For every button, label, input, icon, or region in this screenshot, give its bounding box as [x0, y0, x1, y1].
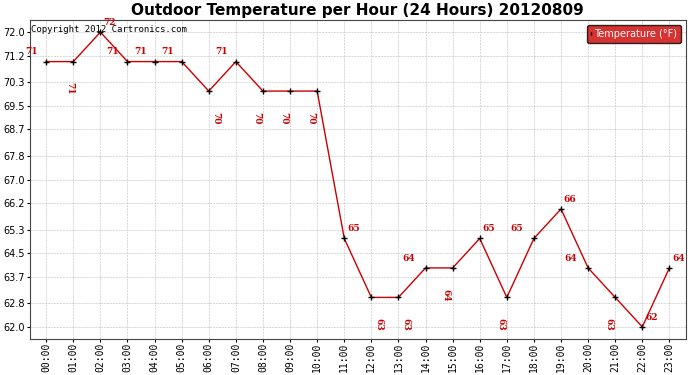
Text: 63: 63: [374, 318, 383, 331]
Text: 63: 63: [604, 318, 613, 331]
Text: 72: 72: [103, 18, 116, 27]
Text: 70: 70: [212, 112, 221, 124]
Text: 71: 71: [215, 47, 228, 56]
Text: 71: 71: [26, 47, 38, 56]
Text: 65: 65: [511, 224, 523, 233]
Text: 62: 62: [645, 313, 658, 322]
Text: 71: 71: [107, 47, 119, 56]
Text: 70: 70: [279, 112, 288, 124]
Text: 71: 71: [65, 82, 75, 95]
Text: 70: 70: [306, 112, 315, 124]
Text: 63: 63: [496, 318, 505, 331]
Text: Copyright 2012 Cartronics.com: Copyright 2012 Cartronics.com: [31, 25, 187, 34]
Text: 64: 64: [672, 254, 684, 262]
Text: 64: 64: [564, 254, 578, 262]
Text: 66: 66: [564, 195, 576, 204]
Text: 65: 65: [482, 224, 495, 233]
Text: 70: 70: [252, 112, 261, 124]
Text: 64: 64: [402, 254, 415, 262]
Text: 63: 63: [401, 318, 410, 331]
Text: 71: 71: [161, 47, 174, 56]
Legend: Temperature (°F): Temperature (°F): [587, 25, 681, 43]
Text: 64: 64: [442, 289, 451, 301]
Text: 71: 71: [134, 47, 146, 56]
Title: Outdoor Temperature per Hour (24 Hours) 20120809: Outdoor Temperature per Hour (24 Hours) …: [131, 3, 584, 18]
Text: 65: 65: [347, 224, 359, 233]
